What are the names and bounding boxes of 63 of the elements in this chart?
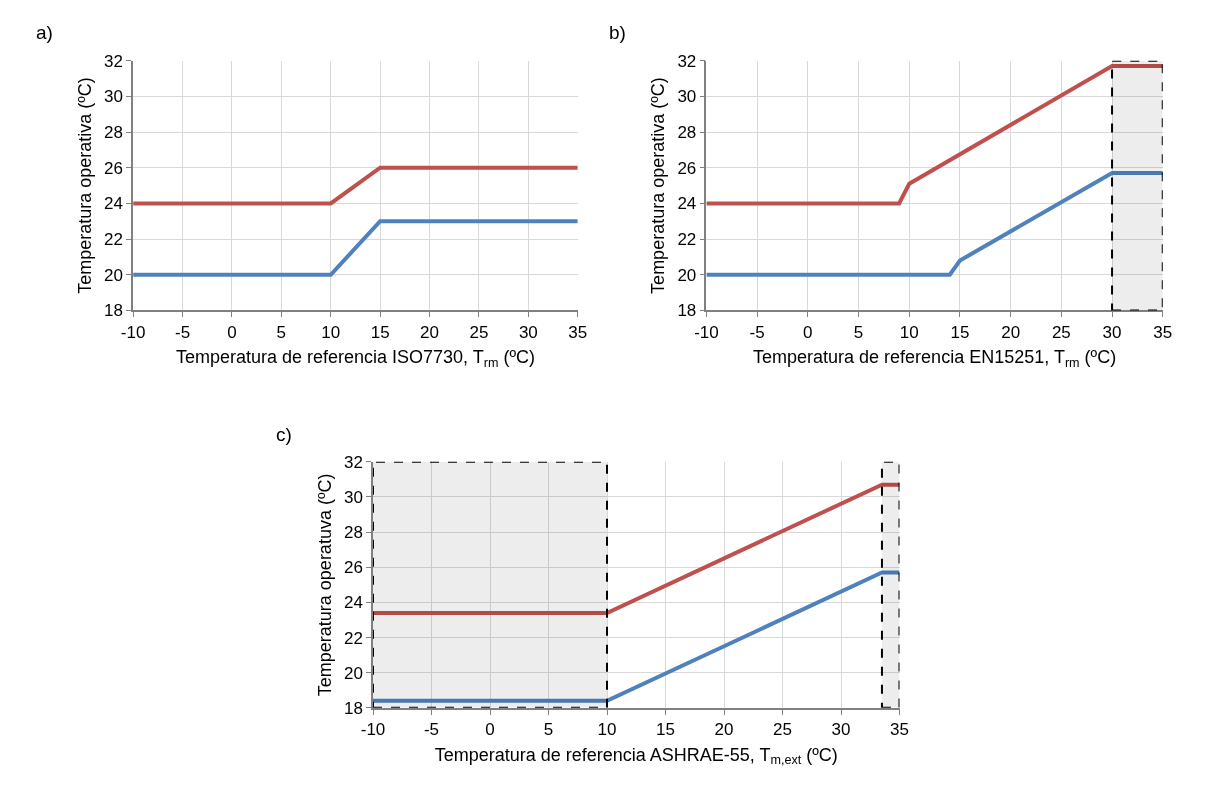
x-tick-label: 10 bbox=[597, 720, 617, 740]
y-tick-label: 20 bbox=[343, 663, 363, 683]
y-axis-title: Temperatura operatuva (ºC) bbox=[314, 473, 335, 697]
y-tick-label: 20 bbox=[104, 265, 123, 285]
x-tick-label: 30 bbox=[1102, 322, 1122, 342]
x-tick-label: -5 bbox=[423, 720, 440, 740]
x-tick-label: 30 bbox=[831, 720, 851, 740]
text: b) bbox=[609, 22, 626, 43]
y-axis-title: Temperatura operativa (ºC) bbox=[74, 77, 95, 294]
x-tick-label: -10 bbox=[360, 720, 386, 740]
x-tick-label: -5 bbox=[174, 322, 191, 342]
y-tick-label: 24 bbox=[104, 194, 123, 214]
x-tick-label: 5 bbox=[276, 322, 287, 342]
y-tick-label: 24 bbox=[343, 593, 363, 613]
y-tick-label: 28 bbox=[677, 122, 697, 142]
x-tick-label: 0 bbox=[227, 322, 237, 342]
x-tick-label: -10 bbox=[694, 322, 719, 342]
x-tick-label: 25 bbox=[773, 720, 792, 740]
y-tick-label: 22 bbox=[677, 230, 697, 250]
x-tick-label: 35 bbox=[890, 720, 909, 740]
y-tick-label: 26 bbox=[343, 558, 363, 578]
x-tick-label: 20 bbox=[714, 720, 734, 740]
y-tick-label: 32 bbox=[104, 51, 123, 71]
x-tick-label: 35 bbox=[1153, 322, 1173, 342]
x-tick-label: 25 bbox=[1051, 322, 1071, 342]
x-tick-label: 5 bbox=[853, 322, 864, 342]
x-tick-label: -5 bbox=[749, 322, 765, 342]
x-axis-title: Temperatura de referencia ISO7730, T$_{rm}$ (ºC) bbox=[175, 347, 535, 370]
y-tick-label: 18 bbox=[343, 698, 363, 718]
y-tick-label: 18 bbox=[104, 301, 123, 321]
y-tick-label: 18 bbox=[677, 301, 697, 321]
x-axis-title: Temperatura de referencia EN15251, T$_{rm}$ (ºC) bbox=[753, 347, 1117, 370]
x-tick-label: 10 bbox=[321, 322, 341, 342]
y-tick-label: 32 bbox=[677, 51, 697, 71]
y-tick-label: 28 bbox=[343, 523, 363, 543]
y-tick-label: 32 bbox=[343, 452, 363, 472]
x-tick-label: 35 bbox=[568, 322, 588, 342]
x-tick-label: -10 bbox=[120, 322, 146, 342]
x-tick-label: 25 bbox=[469, 322, 489, 342]
y-tick-label: 26 bbox=[104, 158, 123, 178]
x-tick-label: 20 bbox=[1001, 322, 1021, 342]
x-tick-label: 10 bbox=[899, 322, 919, 342]
x-tick-label: 15 bbox=[950, 322, 970, 342]
text: c) bbox=[276, 424, 292, 445]
x-tick-label: 20 bbox=[420, 322, 440, 342]
y-tick-label: 30 bbox=[104, 87, 123, 107]
y-tick-label: 30 bbox=[343, 487, 363, 507]
y-axis-title: Temperatura operativa (ºC) bbox=[648, 77, 669, 294]
y-tick-label: 26 bbox=[677, 158, 697, 178]
x-tick-label: 0 bbox=[485, 720, 495, 740]
y-tick-label: 22 bbox=[343, 628, 363, 648]
y-tick-label: 30 bbox=[677, 87, 697, 107]
x-axis-title: Temperatura de referencia ASHRAE-55, T$_{m,ext}$ (ºC) bbox=[434, 744, 838, 768]
x-tick-label: 5 bbox=[543, 720, 554, 740]
y-tick-label: 22 bbox=[104, 230, 123, 250]
x-tick-label: 15 bbox=[656, 720, 675, 740]
y-tick-label: 20 bbox=[677, 265, 697, 285]
x-tick-label: 30 bbox=[518, 322, 538, 342]
y-tick-label: 28 bbox=[104, 122, 123, 142]
y-tick-label: 24 bbox=[677, 194, 697, 214]
text: a) bbox=[36, 22, 53, 43]
x-tick-label: 15 bbox=[370, 322, 390, 342]
x-tick-label: 0 bbox=[803, 322, 813, 342]
